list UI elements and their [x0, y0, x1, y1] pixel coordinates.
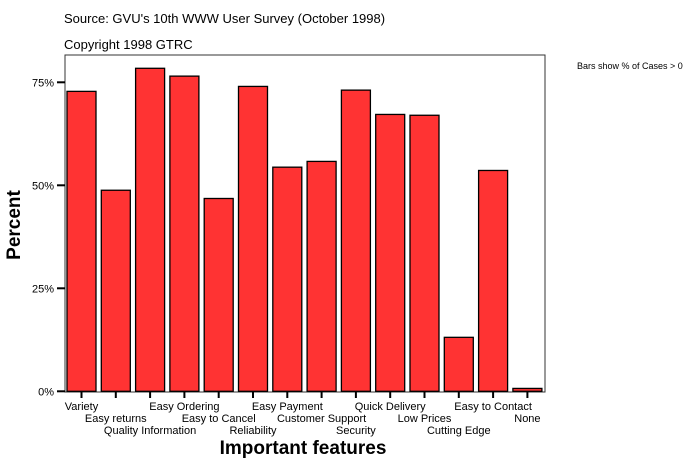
y-tick-label: 0% — [38, 386, 54, 398]
bar-cutting-edge — [443, 336, 474, 392]
bar-easy-payment — [272, 166, 303, 392]
note-text: Bars show % of Cases > 0 — [577, 61, 683, 71]
bar-quality-information — [134, 67, 166, 392]
copyright-text: Copyright 1998 GTRC — [64, 37, 193, 52]
x-tick-label: Variety — [65, 401, 99, 413]
x-tick-label: Easy Ordering — [149, 401, 219, 413]
bar-security — [340, 89, 372, 392]
bar-none — [512, 387, 543, 392]
bar-easy-to-cancel — [203, 197, 234, 392]
y-tick-label: 50% — [32, 180, 54, 192]
x-tick-label: Easy to Cancel — [182, 413, 256, 425]
x-tick-label: Cutting Edge — [427, 425, 491, 437]
y-tick-label: 75% — [32, 77, 54, 89]
x-tick-label: None — [514, 413, 540, 425]
y-tick-label: 25% — [32, 283, 54, 295]
bar-easy-returns — [100, 189, 131, 392]
x-tick-label: Easy to Contact — [454, 401, 532, 413]
bar-reliability — [237, 85, 269, 392]
x-tick-label: Easy returns — [85, 413, 147, 425]
bar-quick-delivery — [375, 113, 406, 392]
x-tick-label: Security — [336, 425, 376, 437]
x-tick-label: Low Prices — [398, 413, 452, 425]
source-text: Source: GVU's 10th WWW User Survey (Octo… — [64, 11, 385, 26]
bar-low-prices — [409, 114, 440, 392]
x-axis-title: Important features — [220, 438, 387, 459]
bar-easy-ordering — [169, 75, 200, 392]
bar-easy-to-contact — [477, 169, 509, 392]
bar-variety — [66, 90, 97, 392]
x-tick-label: Reliability — [229, 425, 277, 437]
x-tick-label: Customer Support — [277, 413, 366, 425]
bar-customer-support — [306, 160, 337, 392]
x-tick-label: Quick Delivery — [355, 401, 426, 413]
x-tick-label: Quality Information — [104, 425, 196, 437]
y-axis-title: Percent — [4, 189, 25, 259]
x-tick-label: Easy Payment — [252, 401, 323, 413]
